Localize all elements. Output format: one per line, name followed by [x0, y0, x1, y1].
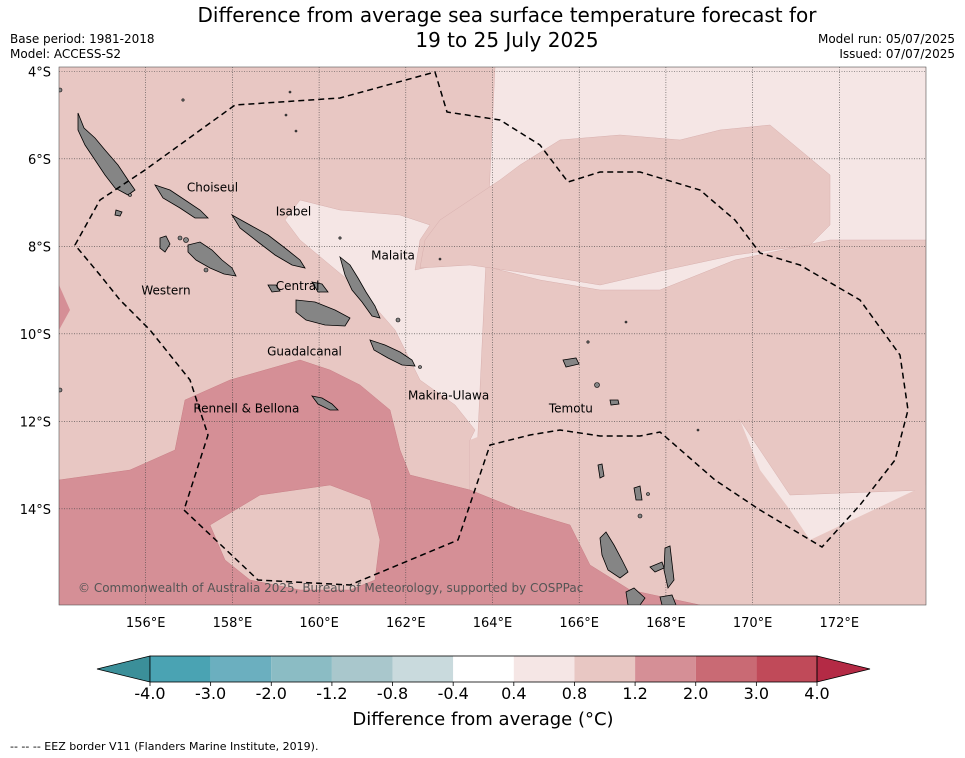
florida-islands	[311, 281, 329, 293]
gridlines	[59, 67, 926, 605]
malaita-island	[339, 255, 381, 319]
base-period: Base period: 1981-2018	[10, 32, 155, 46]
province-label: Western	[141, 283, 190, 297]
model-name: Model: ACCESS-S2	[10, 47, 122, 61]
province-label: Choiseul	[187, 181, 238, 195]
meta-left: Base period: 1981-2018 Model: ACCESS-S2	[10, 32, 155, 62]
title-line-2: 19 to 25 July 2025	[415, 28, 599, 52]
sst-band-0p8-1p2-pocket	[209, 484, 381, 591]
vella-lavella-island	[159, 235, 171, 253]
ambrym-island	[659, 594, 677, 605]
province-label: Central	[276, 279, 320, 293]
lat-tick-label: 4°S	[28, 65, 51, 80]
lon-tick-label: 168°E	[646, 616, 686, 631]
map: 156°E 158°E 160°E 162°E 164°E 166°E 168°E 170°E…	[20, 65, 927, 631]
torres-islands	[597, 463, 605, 479]
islands	[77, 112, 677, 605]
eez-border	[74, 71, 909, 586]
copyright-text: © Commonwealth of Australia 2025, Bureau…	[78, 581, 583, 595]
issued-date: Issued: 07/07/2025	[839, 47, 955, 61]
meta-right: Model run: 05/07/2025 Issued: 07/07/2025	[818, 32, 955, 62]
santa-cruz-islands	[562, 357, 580, 368]
chart-title: Difference from average sea surface temp…	[0, 3, 965, 53]
guadalcanal-island	[295, 299, 351, 327]
province-labels: Choiseul Isabel Malaita Western Central Guada…	[141, 181, 593, 416]
lon-tick-label: 162°E	[386, 616, 426, 631]
lat-tick-label: 14°S	[20, 503, 51, 518]
russell-islands	[267, 284, 281, 293]
model-run: Model run: 05/07/2025	[817, 32, 955, 46]
lat-tick-labels: 4°S 6°S 8°S 10°S 12°S 14°S	[20, 65, 51, 517]
lat-tick-label: 8°S	[28, 240, 51, 255]
efate-island	[625, 587, 646, 605]
province-label: Malaita	[371, 248, 415, 262]
espiritu-santo-island	[599, 531, 629, 579]
title-line-1: Difference from average sea surface temp…	[197, 3, 817, 27]
province-label: Makira-Ulawa	[408, 388, 489, 402]
colorbar-title: Difference from average (°C)	[352, 709, 614, 730]
lat-tick-label: 10°S	[20, 328, 51, 343]
new-georgia-islands	[187, 241, 237, 277]
sst-band-0p8-1p2-northeast	[419, 124, 831, 286]
pentecost-island	[663, 545, 675, 589]
choiseul-island	[154, 184, 209, 219]
lon-tick-label: 156°E	[126, 616, 166, 631]
eez-footnote: -- -- -- EEZ border V11 (Flanders Marine…	[10, 740, 319, 753]
lon-tick-label: 166°E	[559, 616, 599, 631]
lat-tick-label: 12°S	[20, 415, 51, 430]
lon-tick-label: 160°E	[299, 616, 339, 631]
makira-island	[369, 339, 416, 367]
lon-tick-label: 172°E	[820, 616, 860, 631]
lon-tick-labels: 156°E 158°E 160°E 162°E 164°E 166°E 168°E 170°E…	[126, 616, 859, 631]
banks-islands	[633, 485, 643, 501]
vanikoro-island	[609, 399, 620, 406]
lat-tick-label: 6°S	[28, 153, 51, 168]
isabel-island	[230, 213, 306, 269]
province-label: Guadalcanal	[267, 345, 342, 359]
shortland-islands	[114, 209, 123, 217]
sst-band-1p2-2p0-west-edge	[59, 285, 70, 330]
lon-tick-label: 158°E	[213, 616, 253, 631]
small-islets	[59, 87, 700, 519]
rennell-island	[311, 395, 339, 411]
lon-tick-label: 164°E	[473, 616, 513, 631]
province-label: Isabel	[276, 205, 311, 219]
province-label: Rennell & Bellona	[193, 402, 299, 416]
lon-tick-label: 170°E	[733, 616, 773, 631]
province-label: Temotu	[548, 402, 593, 416]
bougainville-island	[77, 112, 136, 196]
map-frame	[58, 66, 927, 606]
